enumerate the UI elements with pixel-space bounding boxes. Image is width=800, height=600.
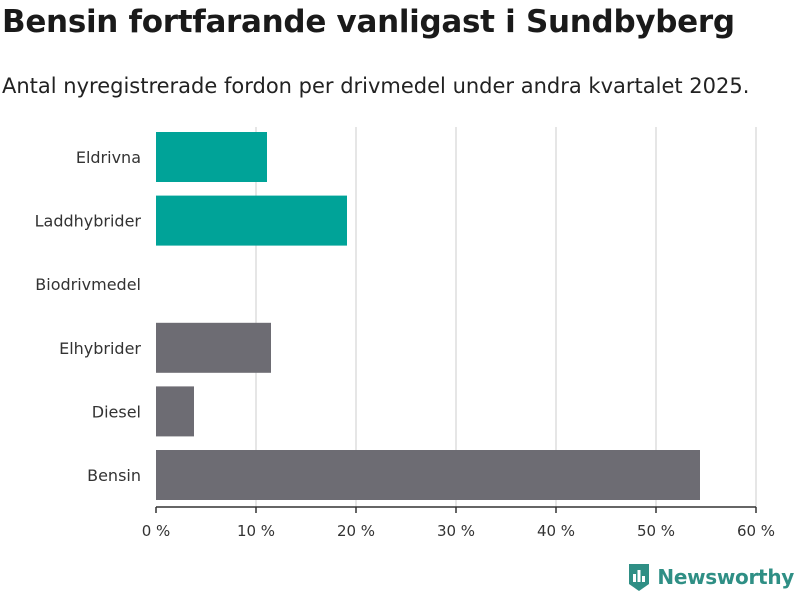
x-tick-label: 10 % bbox=[237, 522, 275, 540]
newsworthy-logo-icon bbox=[629, 564, 650, 591]
x-tick-label: 30 % bbox=[437, 522, 475, 540]
category-label: Laddhybrider bbox=[35, 212, 142, 231]
brand: Newsworthy bbox=[627, 562, 794, 592]
bar bbox=[156, 195, 347, 246]
chart-subtitle: Antal nyregistrerade fordon per drivmede… bbox=[2, 74, 750, 98]
x-tick-label: 60 % bbox=[737, 522, 775, 540]
x-tick-label: 50 % bbox=[637, 522, 675, 540]
category-label: Biodrivmedel bbox=[35, 275, 141, 294]
x-tick-label: 40 % bbox=[537, 522, 575, 540]
x-tick-label: 20 % bbox=[337, 522, 375, 540]
category-label: Elhybrider bbox=[59, 339, 141, 358]
x-tick-label: 0 % bbox=[142, 522, 171, 540]
category-label: Diesel bbox=[92, 402, 141, 421]
bar bbox=[156, 386, 194, 437]
bar bbox=[156, 450, 700, 500]
bar bbox=[156, 322, 271, 373]
category-label: Eldrivna bbox=[76, 148, 141, 167]
category-label: Bensin bbox=[87, 466, 141, 485]
chart-title: Bensin fortfarande vanligast i Sundbyber… bbox=[2, 4, 735, 40]
bar bbox=[156, 132, 267, 182]
brand-name: Newsworthy bbox=[657, 565, 794, 589]
